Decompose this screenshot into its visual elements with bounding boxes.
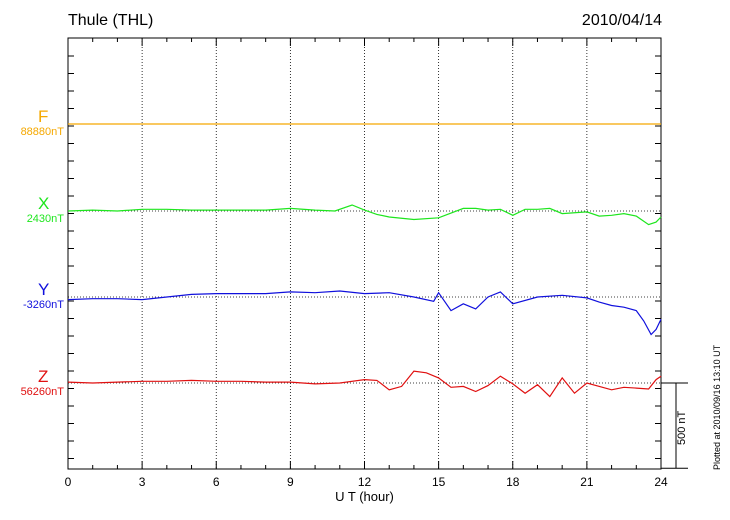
channel-baseline-x: 2430nT [26,213,64,225]
x-axis-label: U T (hour) [335,489,394,504]
x-tick-label: 9 [287,475,294,489]
channel-label-x: X [38,194,50,213]
plotted-timestamp: Plotted at 2010/09/16 13:10 UT [712,344,722,470]
series-line-y [67,290,662,336]
station-title: Thule (THL) [68,12,154,29]
x-tick-label: 18 [506,475,520,489]
date-title: 2010/04/14 [581,12,662,29]
channel-baseline-y: -3260nT [23,299,64,311]
x-tick-label: 21 [580,475,594,489]
channel-baseline-z: 56260nT [20,386,64,398]
x-tick-label: 6 [213,475,220,489]
series-line-z [67,370,662,398]
channel-baseline-f: 88880nT [20,126,64,138]
x-tick-label: 12 [358,475,372,489]
x-tick-label: 15 [432,475,446,489]
x-tick-label: 3 [139,475,146,489]
scale-bar-label: 500 nT [676,410,688,445]
channel-label-f: F [38,107,49,126]
channel-label-y: Y [38,280,50,299]
x-tick-label: 24 [654,475,668,489]
series-line-x [67,204,662,226]
channel-label-z: Z [38,367,49,386]
x-tick-label: 0 [65,475,72,489]
